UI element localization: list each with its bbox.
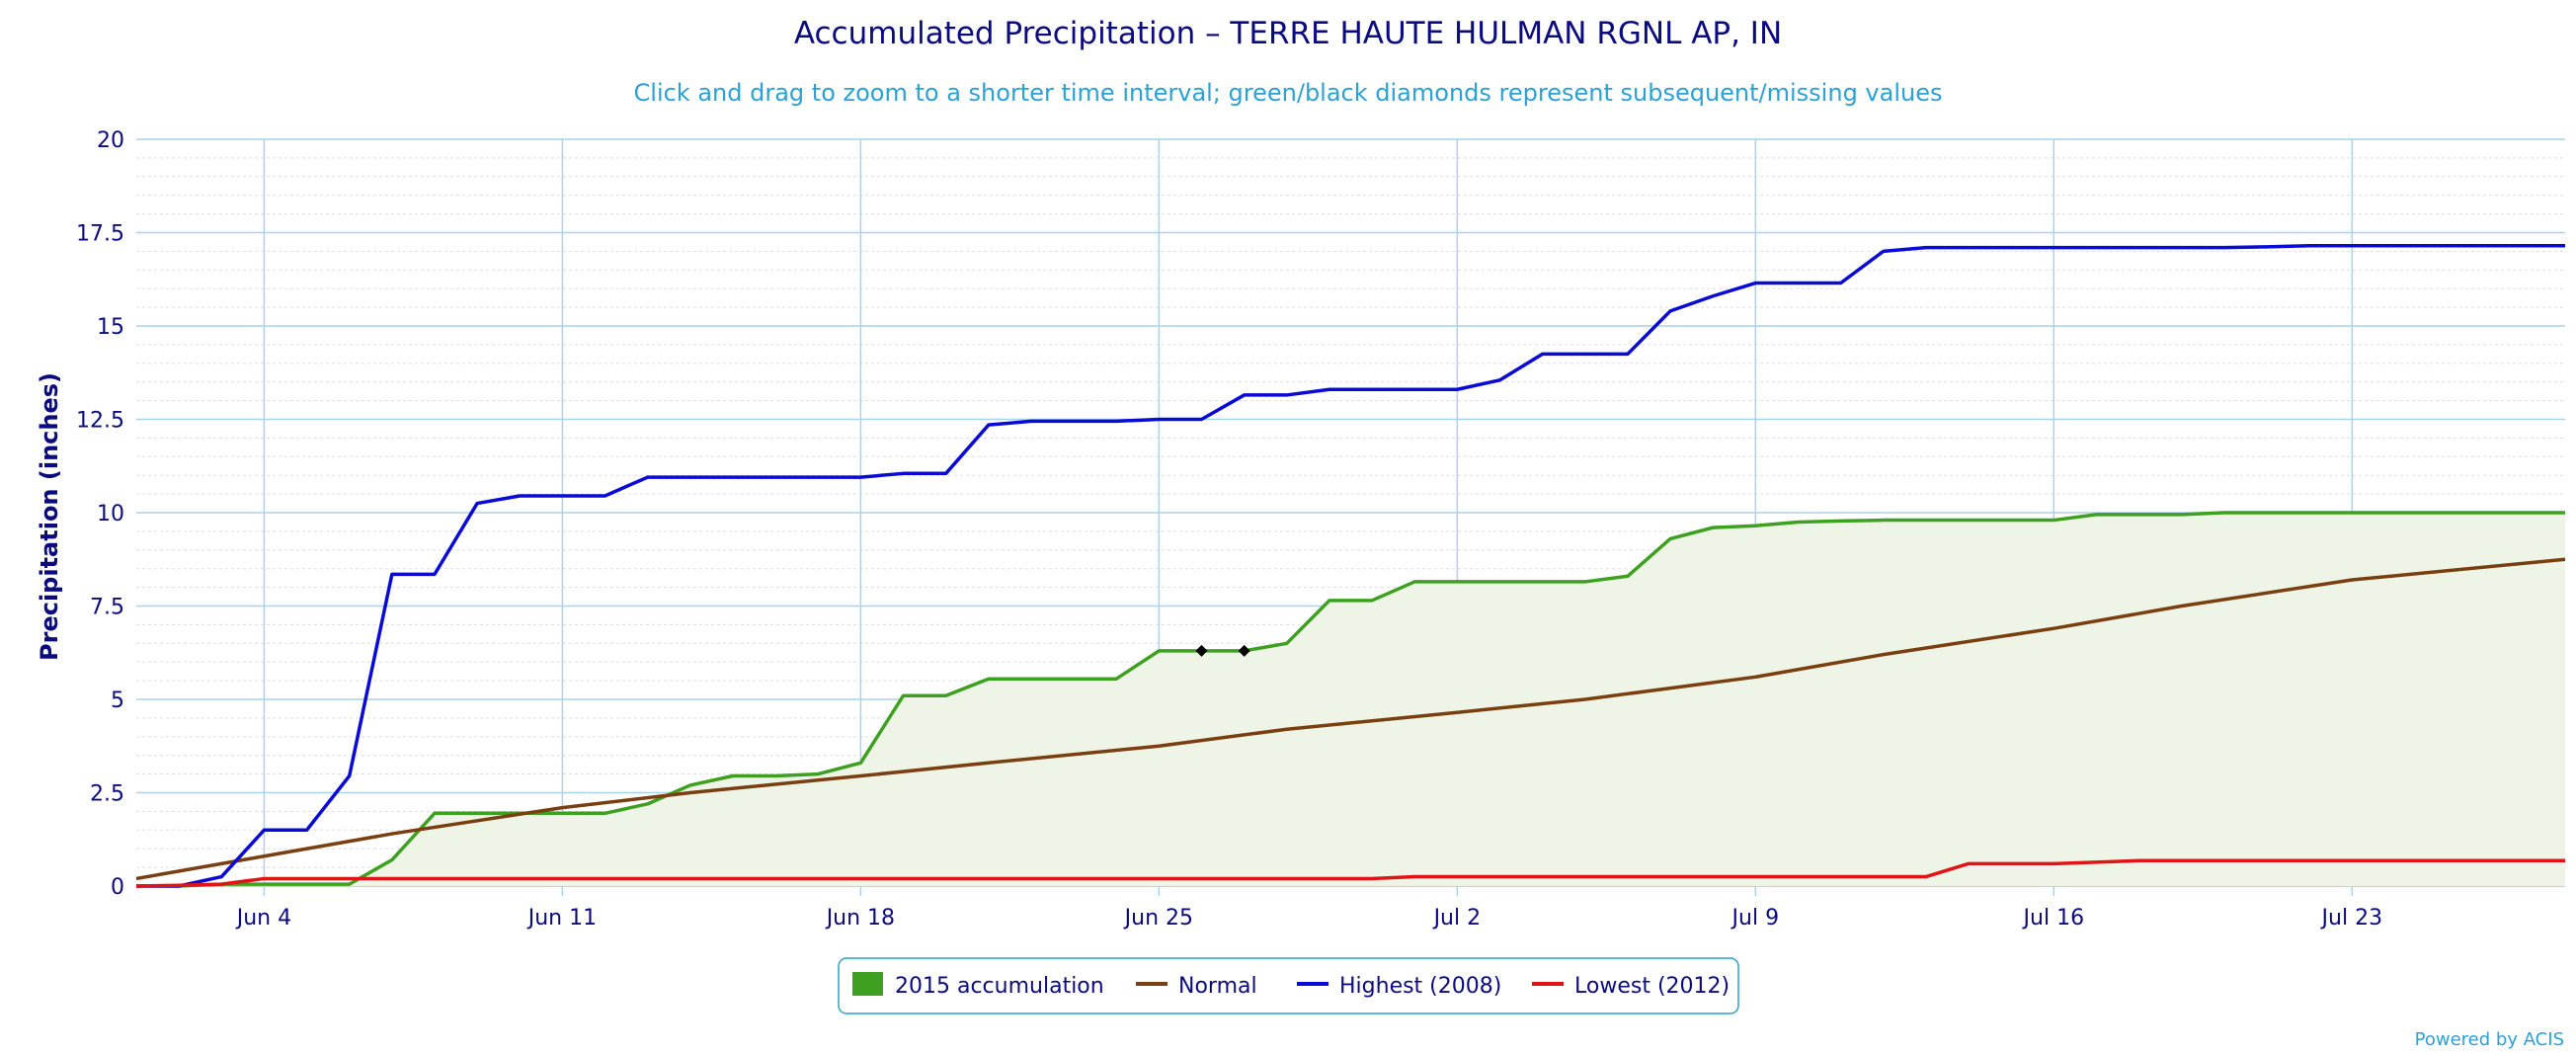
- y-tick-label: 7.5: [90, 596, 124, 620]
- legend-item-lowest[interactable]: Lowest (2012): [1532, 974, 1730, 999]
- legend-item-2015[interactable]: 2015 accumulation: [852, 972, 1104, 999]
- legend: 2015 accumulation Normal Highest (2008) …: [838, 957, 1739, 1014]
- y-tick-label: 10: [97, 502, 124, 526]
- x-tick-label: Jun 25: [1123, 906, 1193, 931]
- y-tick-label: 17.5: [76, 222, 124, 247]
- legend-item-normal[interactable]: Normal: [1136, 974, 1257, 999]
- y-tick-label: 15: [97, 315, 124, 340]
- markers-layer: [1195, 644, 1250, 657]
- y-tick-label: 5: [111, 688, 124, 713]
- missing-value-diamond[interactable]: [1195, 644, 1208, 657]
- chart-subtitle: Click and drag to zoom to a shorter time…: [634, 79, 1943, 107]
- y-tick-label: 12.5: [76, 409, 124, 434]
- legend-box: [838, 957, 1739, 1014]
- legend-label-2015: 2015 accumulation: [895, 974, 1104, 999]
- series-layer: [135, 243, 2566, 888]
- x-tick-label: Jun 11: [526, 906, 597, 931]
- x-tick-label: Jul 16: [2022, 906, 2085, 931]
- y-tick-label: 20: [97, 128, 124, 153]
- series-line-2015-accumulation[interactable]: [136, 511, 2565, 888]
- legend-label-lowest: Lowest (2012): [1574, 974, 1730, 999]
- y-tick-label: 0: [111, 875, 124, 900]
- x-tick-label: Jun 18: [825, 906, 895, 931]
- legend-label-highest: Highest (2008): [1339, 974, 1501, 999]
- legend-swatch-2015: [852, 972, 883, 996]
- legend-item-highest[interactable]: Highest (2008): [1297, 974, 1501, 999]
- missing-value-diamond[interactable]: [1238, 644, 1250, 657]
- series-line-lowest-2012[interactable]: [135, 858, 2565, 888]
- chart-title: Accumulated Precipitation – TERRE HAUTE …: [794, 16, 1782, 51]
- series-line-normal[interactable]: [135, 557, 2566, 881]
- y-axis-label: Precipitation (inches): [36, 372, 63, 661]
- credits-link[interactable]: Powered by ACIS: [2415, 1029, 2564, 1050]
- x-tick-label: Jul 9: [1731, 906, 1780, 931]
- y-axis-ticks: 0 2.5 5 7.5 10 12.5 15 17.5 20: [76, 128, 124, 900]
- series-area-2015-accumulation: [136, 513, 2565, 886]
- x-axis-ticks: Jun 4 Jun 11 Jun 18 Jun 25 Jul 2 Jul 9 Jul 16 J…: [136, 885, 2565, 931]
- x-tick-label: Jul 2: [1432, 906, 1482, 931]
- x-tick-label: Jul 23: [2320, 906, 2383, 931]
- legend-label-normal: Normal: [1178, 974, 1257, 999]
- y-tick-label: 2.5: [90, 782, 124, 807]
- series-line-highest-2008[interactable]: [136, 243, 2565, 888]
- x-tick-label: Jun 4: [235, 906, 291, 931]
